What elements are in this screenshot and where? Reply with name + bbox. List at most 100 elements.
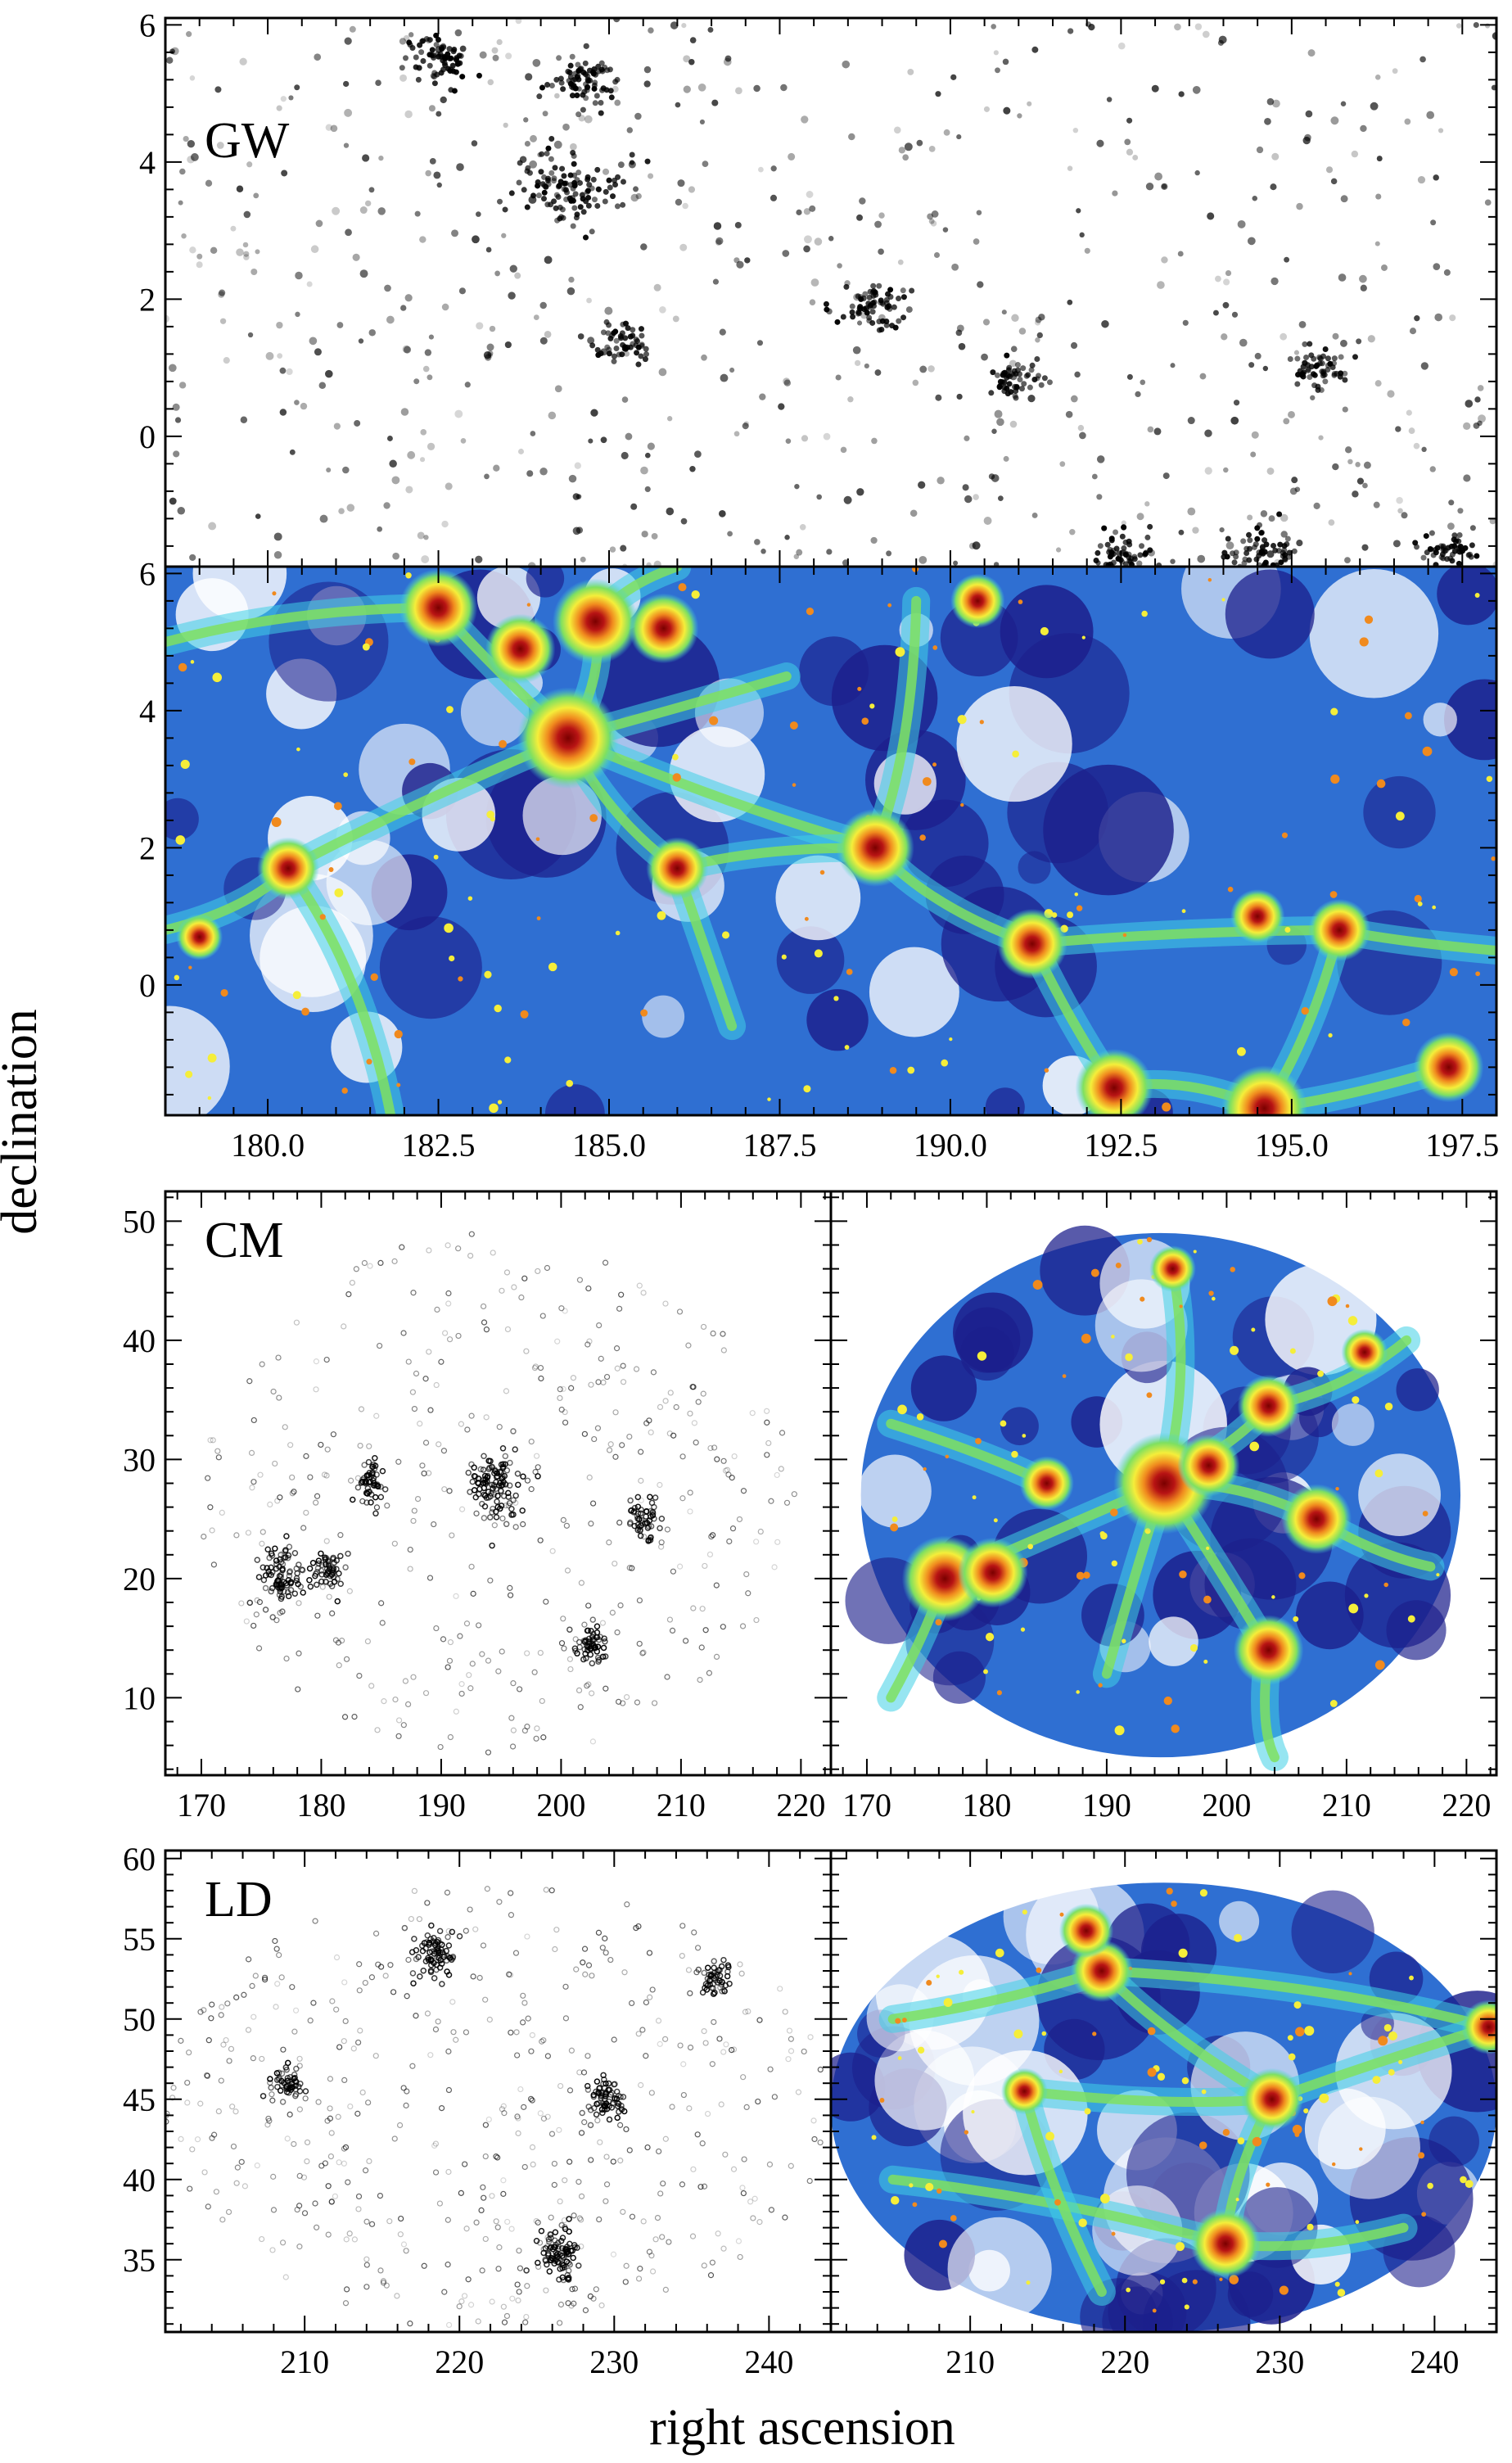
- galaxy-point: [942, 227, 949, 233]
- cluster-point: [702, 1985, 708, 1991]
- galaxy-points: [165, 1886, 824, 2329]
- void-patch: [326, 839, 413, 925]
- galaxy-point: [1223, 467, 1229, 473]
- cluster-point: [1322, 346, 1329, 352]
- cluster-point: [476, 1475, 482, 1482]
- galaxy-point: [1031, 513, 1038, 518]
- cluster-point: [508, 190, 515, 197]
- galaxy-point: [566, 287, 575, 296]
- galaxy-point: [809, 205, 816, 212]
- galaxy-point: [346, 2230, 353, 2237]
- cluster-point: [590, 1630, 597, 1638]
- galaxy-point: [647, 1994, 653, 2000]
- halo: [1234, 1933, 1243, 1942]
- halo: [1098, 1683, 1103, 1688]
- galaxy-point: [554, 93, 560, 99]
- cluster-point: [364, 1485, 372, 1492]
- cluster-point: [373, 1471, 380, 1478]
- galaxy-point: [380, 2280, 387, 2286]
- galaxy-point: [1283, 418, 1290, 425]
- galaxy-point: [440, 1636, 447, 1643]
- galaxy-point: [700, 1390, 706, 1397]
- galaxy-point: [804, 235, 812, 244]
- galaxy-point: [440, 1448, 448, 1454]
- galaxy-point: [639, 1650, 646, 1656]
- galaxy-point: [324, 1446, 331, 1453]
- galaxy-point: [246, 1378, 253, 1385]
- cluster-point: [569, 84, 575, 90]
- galaxy-point: [503, 1388, 510, 1394]
- halo: [1206, 1546, 1210, 1550]
- halo: [1141, 610, 1148, 617]
- galaxy-point: [607, 1956, 614, 1964]
- galaxy-point: [357, 1442, 363, 1449]
- galaxy-point: [738, 1970, 745, 1977]
- halo: [672, 753, 679, 761]
- galaxy-point: [1374, 75, 1381, 80]
- cluster-point: [379, 1467, 386, 1475]
- cluster-point: [1121, 545, 1127, 552]
- cluster-point: [427, 62, 433, 69]
- cluster-point: [318, 1578, 325, 1585]
- galaxy-point: [191, 153, 199, 161]
- void-patch: [1437, 567, 1496, 626]
- x-tick-label: 190.0: [914, 1127, 987, 1164]
- cluster-point: [1104, 541, 1111, 548]
- cluster-point: [494, 1498, 500, 1505]
- galaxy-point: [400, 1330, 407, 1336]
- galaxy-point: [362, 2167, 369, 2174]
- galaxy-point: [664, 1674, 670, 1680]
- cluster-point: [574, 211, 580, 218]
- cluster-point: [988, 390, 995, 396]
- cluster-point: [1302, 359, 1308, 366]
- galaxy-point: [1101, 319, 1109, 328]
- panel-frame: [164, 16, 1498, 568]
- halo: [1474, 593, 1480, 598]
- galaxy-point: [848, 133, 855, 141]
- cluster-point: [561, 173, 567, 179]
- galaxy-point: [581, 1430, 588, 1437]
- galaxy-point: [1192, 526, 1199, 534]
- galaxy-point: [489, 2298, 495, 2305]
- galaxy-point: [598, 2302, 605, 2309]
- cluster-point: [1224, 554, 1230, 560]
- galaxy-point: [260, 1529, 266, 1535]
- halo: [1157, 2072, 1166, 2081]
- cluster-point: [1108, 537, 1115, 544]
- galaxy-point: [1355, 462, 1361, 468]
- galaxy-point: [365, 2099, 372, 2106]
- galaxy-point: [428, 105, 436, 112]
- galaxy-point: [557, 2301, 565, 2308]
- galaxy-point: [514, 2052, 521, 2059]
- cluster-point: [278, 1595, 285, 1602]
- halo: [1181, 2277, 1188, 2284]
- galaxy-point: [823, 432, 831, 441]
- galaxy-point: [1077, 424, 1085, 432]
- cluster-point: [584, 2082, 591, 2090]
- galaxy-point: [614, 1365, 621, 1372]
- cluster-point: [282, 1554, 289, 1561]
- galaxy-point: [730, 2166, 738, 2172]
- cluster-point: [1252, 541, 1259, 548]
- galaxy-point: [562, 1308, 568, 1314]
- galaxy-point: [458, 287, 466, 295]
- galaxy-point: [577, 333, 584, 340]
- cluster-point: [634, 1503, 642, 1510]
- cluster-point: [900, 294, 907, 301]
- cluster-point: [429, 47, 436, 53]
- cluster-point: [1110, 547, 1117, 554]
- cluster-point: [372, 1462, 379, 1469]
- galaxy-point: [296, 2172, 303, 2180]
- galaxy-point: [503, 2312, 511, 2320]
- cluster-point: [1320, 373, 1326, 379]
- galaxy-point: [1207, 212, 1215, 220]
- galaxy-point: [506, 1971, 512, 1977]
- galaxy-point: [1457, 508, 1464, 514]
- galaxy-point: [432, 2026, 440, 2033]
- galaxy-point: [210, 1561, 217, 1568]
- galaxy-point: [426, 1349, 432, 1355]
- galaxy-point: [1204, 467, 1212, 475]
- galaxy-point: [186, 2049, 192, 2056]
- galaxy-point: [656, 2148, 662, 2155]
- galaxy-point: [1417, 175, 1426, 184]
